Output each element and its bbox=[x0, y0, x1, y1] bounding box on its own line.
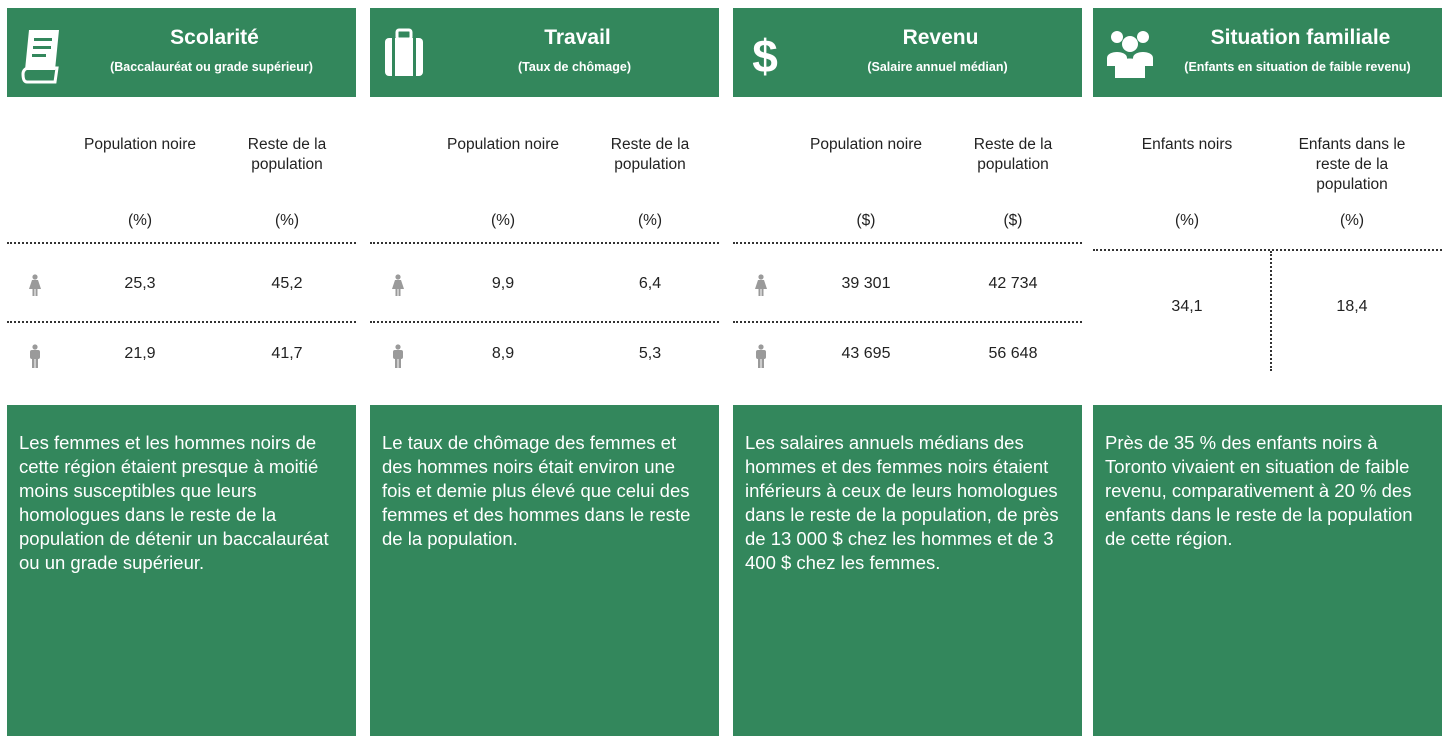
panel-description: Près de 35 % des enfants noirs à Toronto… bbox=[1093, 405, 1442, 736]
column-unit: ($) bbox=[1003, 212, 1023, 229]
female-icon bbox=[755, 274, 767, 301]
female-icon bbox=[392, 274, 404, 301]
panel-title: Situation familiale bbox=[1210, 26, 1391, 49]
column-header: Population noire bbox=[446, 136, 560, 153]
column-unit: (%) bbox=[637, 212, 663, 229]
value: 42 734 bbox=[988, 275, 1038, 292]
panel-header: $ Revenu (Salaire annuel médian) bbox=[733, 8, 1082, 97]
male-icon bbox=[29, 344, 41, 373]
panel-description: Les salaires annuels médians des hommes … bbox=[733, 405, 1082, 736]
value: 43 695 bbox=[841, 345, 891, 362]
panel-subtitle: (Baccalauréat ou grade supérieur) bbox=[110, 60, 313, 74]
male-icon bbox=[392, 344, 404, 373]
column-unit: (%) bbox=[1174, 212, 1200, 229]
panel: Scolarité (Baccalauréat ou grade supérieu… bbox=[7, 0, 356, 736]
panel-header: Scolarité (Baccalauréat ou grade supérieu… bbox=[7, 8, 356, 97]
dotted-divider bbox=[370, 321, 719, 323]
column-unit: (%) bbox=[1339, 212, 1365, 229]
dotted-divider bbox=[7, 242, 356, 244]
column-unit: (%) bbox=[127, 212, 153, 229]
value: 41,7 bbox=[271, 345, 303, 362]
panel: $ Revenu (Salaire annuel médian) Population… bbox=[733, 0, 1082, 736]
header-icon: $ bbox=[747, 28, 783, 89]
value: 25,3 bbox=[124, 275, 156, 292]
value: 21,9 bbox=[124, 345, 156, 362]
value: 45,2 bbox=[271, 275, 303, 292]
header-icon bbox=[21, 28, 61, 89]
column-header: Reste de la population bbox=[610, 136, 690, 173]
value: 18,4 bbox=[1336, 298, 1368, 315]
value: 39 301 bbox=[841, 275, 891, 292]
header-icon bbox=[384, 28, 424, 83]
panel-header: Situation familiale (Enfants en situation… bbox=[1093, 8, 1442, 97]
panel-subtitle: (Taux de chômage) bbox=[518, 60, 631, 74]
column-unit: ($) bbox=[856, 212, 876, 229]
column-header: Enfants dans le reste de la population bbox=[1298, 136, 1406, 193]
panel-title: Travail bbox=[544, 26, 611, 49]
column-header: Population noire bbox=[83, 136, 197, 153]
value: 8,9 bbox=[491, 345, 515, 362]
dotted-divider bbox=[1093, 249, 1442, 251]
panel-header: Travail (Taux de chômage) bbox=[370, 8, 719, 97]
header-icon bbox=[1107, 28, 1153, 83]
column-header: Reste de la population bbox=[247, 136, 327, 173]
dotted-divider bbox=[370, 242, 719, 244]
panel: Travail (Taux de chômage) Population noire… bbox=[370, 0, 719, 736]
panel-title: Revenu bbox=[902, 26, 979, 49]
column-unit: (%) bbox=[490, 212, 516, 229]
panel-description: Le taux de chômage des femmes et des hom… bbox=[370, 405, 719, 736]
dotted-divider bbox=[733, 321, 1082, 323]
column-unit: (%) bbox=[274, 212, 300, 229]
value: 5,3 bbox=[638, 345, 662, 362]
panel-description: Les femmes et les hommes noirs de cette … bbox=[7, 405, 356, 736]
panel-subtitle: (Enfants en situation de faible revenu) bbox=[1184, 60, 1411, 74]
male-icon bbox=[755, 344, 767, 373]
value: 34,1 bbox=[1171, 298, 1203, 315]
dotted-divider bbox=[7, 321, 356, 323]
column-header: Reste de la population bbox=[973, 136, 1053, 173]
value: 56 648 bbox=[988, 345, 1038, 362]
vertical-divider bbox=[1270, 251, 1272, 371]
svg-text:$: $ bbox=[752, 30, 778, 82]
panel-title: Scolarité bbox=[170, 26, 259, 49]
value: 6,4 bbox=[638, 275, 662, 292]
dotted-divider bbox=[733, 242, 1082, 244]
panel-subtitle: (Salaire annuel médian) bbox=[867, 60, 1008, 74]
value: 9,9 bbox=[491, 275, 515, 292]
column-header: Population noire bbox=[809, 136, 923, 153]
panel: Situation familiale (Enfants en situation… bbox=[1093, 0, 1442, 736]
column-header: Enfants noirs bbox=[1141, 136, 1233, 153]
female-icon bbox=[29, 274, 41, 301]
